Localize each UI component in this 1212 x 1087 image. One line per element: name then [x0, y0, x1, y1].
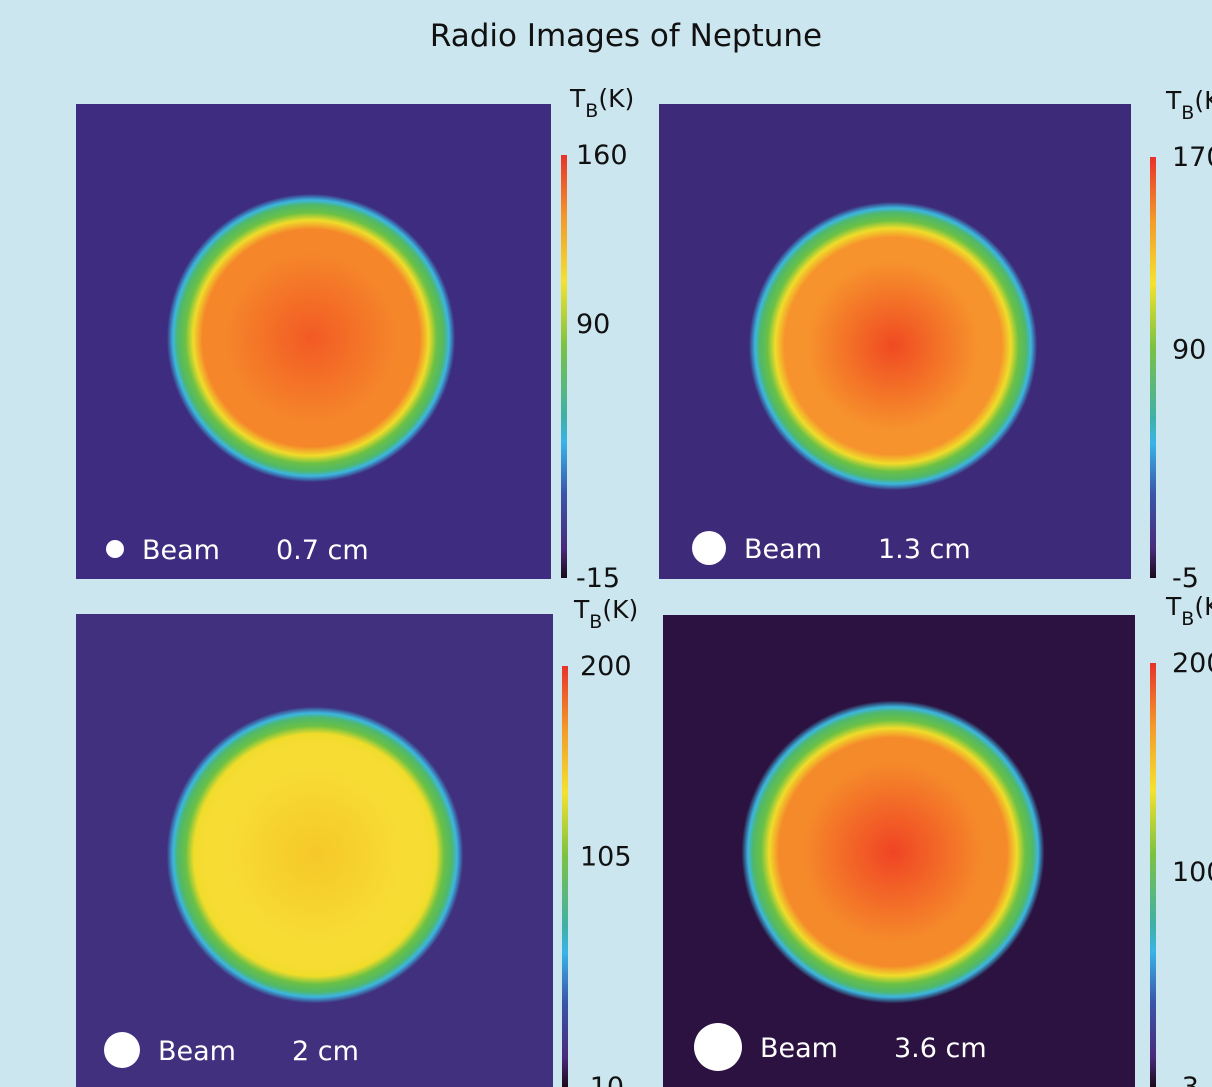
colorbar-tick-label: 200: [580, 651, 632, 682]
colorbar-subscript: B: [589, 611, 602, 633]
panel: Beam 0.7 cm TB(K) 160 90 -15: [76, 84, 634, 594]
colorbar-tick-label: 90: [1172, 334, 1206, 365]
colorbar-subscript: B: [1181, 608, 1194, 630]
beam-label: Beam: [744, 534, 822, 565]
beam-label: Beam: [760, 1033, 838, 1064]
colorbar-symbol: T: [1165, 86, 1182, 115]
colorbar: [561, 155, 567, 578]
wavelength-label: 0.7 cm: [276, 535, 369, 566]
colorbar-tick-label: 200: [1172, 648, 1212, 679]
colorbar-label: TB(K): [1165, 592, 1212, 630]
planet-image: [155, 695, 475, 1015]
colorbar-label: TB(K): [1165, 86, 1212, 124]
colorbar-tick-label: -10: [580, 1072, 624, 1087]
colorbar-symbol: T: [1165, 592, 1182, 621]
colorbar-tick-label: 90: [576, 309, 610, 340]
beam-label: Beam: [142, 535, 220, 566]
colorbar-tick-label: -15: [576, 563, 620, 594]
beam-marker: [694, 1023, 742, 1071]
beam-marker: [692, 531, 726, 565]
wavelength-label: 1.3 cm: [878, 534, 971, 565]
beam-label: Beam: [158, 1036, 236, 1067]
colorbar-tick-label: 100: [1172, 857, 1212, 888]
colorbar-subscript: B: [1181, 102, 1194, 124]
colorbar-label: TB(K): [573, 595, 638, 633]
wavelength-label: 3.6 cm: [894, 1033, 987, 1064]
panel: Beam 2 cm TB(K) 200 105 -10: [76, 595, 638, 1087]
planet-image: [155, 182, 467, 494]
planet-image: [730, 689, 1056, 1015]
colorbar-tick-label: 160: [576, 140, 628, 171]
colorbar-symbol: T: [573, 595, 590, 624]
colorbar-tick-label: -5: [1172, 563, 1199, 594]
colorbar-unit: (K): [602, 595, 638, 624]
colorbar-unit: (K): [598, 84, 634, 113]
panel: Beam 1.3 cm TB(K) 170 90 -5: [659, 86, 1212, 594]
colorbar-unit: (K): [1194, 592, 1212, 621]
colorbar: [562, 666, 568, 1087]
colorbar-tick-label: 105: [580, 841, 632, 872]
planet-image: [737, 190, 1049, 502]
beam-marker: [104, 1032, 140, 1068]
wavelength-label: 2 cm: [292, 1036, 359, 1067]
colorbar-unit: (K): [1194, 86, 1212, 115]
panel: Beam 3.6 cm TB(K) 200 100 -3: [663, 592, 1212, 1087]
colorbar-tick-label: -3: [1172, 1072, 1199, 1087]
beam-marker: [106, 540, 124, 558]
colorbar-symbol: T: [569, 84, 586, 113]
colorbar-label: TB(K): [569, 84, 634, 122]
colorbar-tick-label: 170: [1172, 142, 1212, 173]
colorbar: [1150, 157, 1156, 578]
colorbar-subscript: B: [585, 100, 598, 122]
colorbar: [1150, 663, 1156, 1087]
figure-title: Radio Images of Neptune: [430, 18, 822, 54]
